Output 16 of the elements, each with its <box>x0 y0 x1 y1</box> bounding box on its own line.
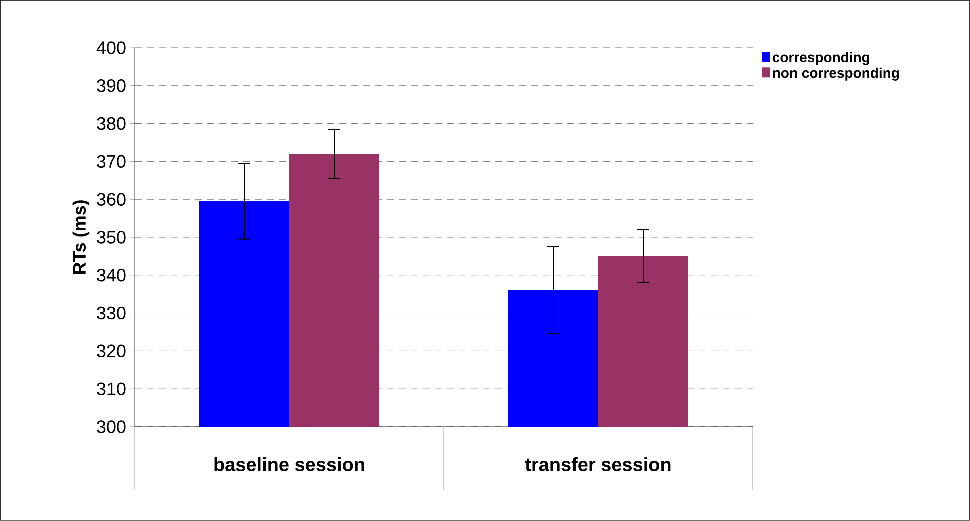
x-tick-label: transfer session <box>525 458 671 472</box>
y-tick-label: 300 <box>97 420 126 434</box>
x-tick-label: baseline session <box>214 458 364 472</box>
y-tick-label: 370 <box>97 155 126 168</box>
y-axis-title: RTs (ms) <box>72 200 90 274</box>
y-tick-label: 350 <box>97 231 126 244</box>
legend-label: non corresponding <box>773 68 899 81</box>
y-tick-label: 320 <box>97 344 126 358</box>
y-tick-label: 380 <box>97 117 126 130</box>
y-tick-label: 360 <box>97 193 126 206</box>
y-tick-label: 340 <box>97 269 126 282</box>
y-tick-label: 400 <box>96 42 126 54</box>
y-tick-label: 330 <box>97 306 126 320</box>
legend-label: corresponding <box>772 52 870 66</box>
y-tick-label: 390 <box>97 80 126 92</box>
y-tick-label: 310 <box>97 382 126 396</box>
